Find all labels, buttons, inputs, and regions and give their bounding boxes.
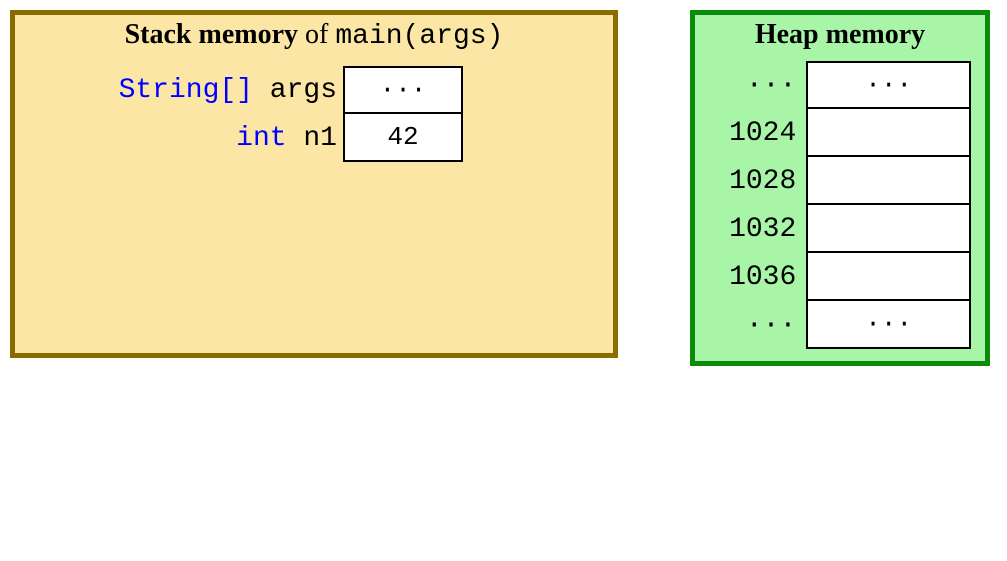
heap-memory-panel: Heap memory ······1024102810321036······ xyxy=(690,10,990,366)
stack-var-value-box: 42 xyxy=(343,114,463,162)
stack-title-of: of xyxy=(298,19,335,50)
heap-row: 1024 xyxy=(709,109,971,157)
heap-row: ······ xyxy=(709,301,971,349)
stack-var-type: String[] xyxy=(119,75,253,106)
stack-variables: String[] args···int n142 xyxy=(15,66,613,162)
heap-address: 1036 xyxy=(709,262,806,293)
heap-row: 1028 xyxy=(709,157,971,205)
heap-title: Heap memory xyxy=(695,19,985,51)
stack-memory-panel: Stack memory of main(args) String[] args… xyxy=(10,10,618,358)
heap-address: ··· xyxy=(709,310,806,341)
heap-row: ······ xyxy=(709,61,971,109)
heap-address: ··· xyxy=(709,70,806,101)
stack-title: Stack memory of main(args) xyxy=(15,19,613,52)
stack-title-mono: main(args) xyxy=(335,21,503,52)
heap-row: 1036 xyxy=(709,253,971,301)
stack-var-row: int n142 xyxy=(15,114,613,162)
heap-address: 1032 xyxy=(709,214,806,245)
stack-var-name: args xyxy=(253,75,337,106)
heap-cell xyxy=(806,205,971,253)
diagram-canvas: Stack memory of main(args) String[] args… xyxy=(0,0,1007,561)
stack-var-label: int n1 xyxy=(236,123,343,154)
heap-address: 1028 xyxy=(709,166,806,197)
heap-rows: ······1024102810321036······ xyxy=(695,61,985,349)
stack-var-type: int xyxy=(236,123,286,154)
heap-cell: ··· xyxy=(806,61,971,109)
heap-cell: ··· xyxy=(806,301,971,349)
stack-var-label: String[] args xyxy=(119,75,343,106)
stack-var-value-box: ··· xyxy=(343,66,463,114)
heap-title-text: Heap memory xyxy=(755,19,925,50)
stack-var-row: String[] args··· xyxy=(15,66,613,114)
heap-address: 1024 xyxy=(709,118,806,149)
heap-cell xyxy=(806,253,971,301)
heap-cell xyxy=(806,109,971,157)
stack-title-bold: Stack memory xyxy=(125,19,298,50)
stack-var-name: n1 xyxy=(287,123,337,154)
heap-cell xyxy=(806,157,971,205)
heap-row: 1032 xyxy=(709,205,971,253)
